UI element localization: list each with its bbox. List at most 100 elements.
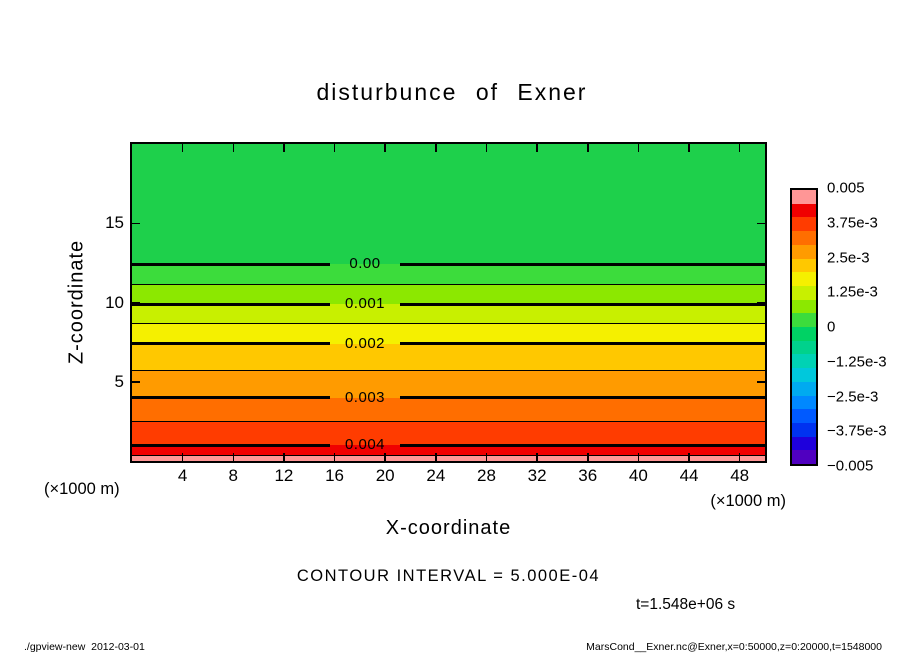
y-tick-mark [757,222,765,224]
contour-label: 0.003 [344,388,386,406]
y-tick-label: 5 [114,371,124,391]
x-tick-mark [384,144,386,152]
x-tick-label: 36 [578,466,598,485]
footer-program-date: ./gpview-new 2012-03-01 [24,641,145,653]
colorbar-segment [792,327,816,341]
y-axis-unit: (×1000 m) [44,480,120,498]
x-tick-label: 16 [325,466,344,485]
x-tick-mark [232,144,235,152]
x-tick-mark [688,453,690,461]
contour-line [132,262,330,266]
x-tick-mark [738,144,741,152]
contour-label: 0.001 [344,295,386,313]
contour-line [132,396,330,400]
contour-label: 0.004 [344,436,386,454]
y-tick-mark [132,222,140,224]
time-annotation: t=1.548e+06 s [636,596,736,613]
colorbar-label: −0.005 [827,457,874,475]
x-tick-mark [435,453,437,461]
fill-band [132,455,765,461]
fill-band [132,421,765,446]
x-tick-label: 48 [730,466,750,485]
contour-label: 0.00 [349,255,381,273]
x-tick-mark [384,453,386,461]
fill-band [132,144,765,265]
contour-line [132,323,765,325]
contour-line [132,420,765,422]
x-tick-mark [333,144,336,152]
x-tick-mark [536,453,538,461]
colorbar-label: 2.5e-3 [827,249,870,266]
x-axis-title: X-coordinate [385,517,512,539]
y-tick-mark [757,381,765,383]
x-tick-label: 40 [628,466,648,485]
contour-line [400,443,765,447]
x-tick-mark [485,144,488,152]
fill-band [132,370,765,399]
colorbar-segment [792,313,816,328]
colorbar-label: −3.75e-3 [827,422,887,440]
colorbar [790,188,818,466]
fill-band [132,264,765,285]
x-tick-label: 28 [477,466,496,485]
colorbar-segment [792,381,816,396]
contour-line [132,283,765,285]
x-tick-label: 24 [426,466,446,485]
fill-band [132,397,765,422]
x-tick-label: 4 [177,466,188,485]
colorbar-segment [792,340,816,355]
x-tick-mark [637,453,640,461]
footer-source-info: MarsCond__Exner.nc@Exner,x=0:50000,z=0:2… [586,641,882,653]
fill-band [132,304,765,325]
colorbar-segment [792,422,816,437]
fill-band [132,445,765,456]
x-tick-mark [637,144,640,152]
colorbar-segment [792,203,816,218]
colorbar-segment [792,244,816,259]
x-tick-label: 12 [274,466,294,485]
contour-line [132,443,330,447]
colorbar-segment [792,231,816,245]
contour-label: 0.002 [344,334,386,352]
colorbar-segment [792,395,816,410]
contour-line [400,396,765,400]
colorbar-segment [792,450,816,465]
fill-band [132,284,765,305]
y-tick-label: 10 [105,292,124,312]
x-tick-mark [333,453,336,461]
x-tick-mark [738,453,741,461]
colorbar-segment [792,354,816,369]
y-tick-label: 15 [105,213,124,233]
chart-title: disturbunce of Exner [316,79,588,105]
colorbar-segment [792,436,816,451]
x-axis-unit: (×1000 m) [710,492,786,510]
colorbar-segment [792,368,816,382]
y-tick-mark [132,301,140,304]
x-tick-mark [283,144,285,152]
x-tick-mark [536,144,538,152]
contour-line [132,302,330,306]
x-tick-mark [283,453,285,461]
x-tick-label: 44 [679,466,699,485]
colorbar-label: −2.5e-3 [827,388,879,405]
fill-band [132,343,765,372]
contour-interval-text: CONTOUR INTERVAL = 5.000E-04 [296,567,601,585]
contour-line [400,302,765,306]
colorbar-segment [792,285,816,300]
x-tick-label: 8 [228,466,238,485]
colorbar-label: 1.25e-3 [827,283,878,301]
colorbar-label: −1.25e-3 [827,353,887,371]
y-tick-mark [757,301,765,304]
contour-line [132,454,765,457]
x-tick-mark [181,453,184,461]
colorbar-segment [792,272,816,286]
x-tick-mark [435,144,437,152]
colorbar-label: 3.75e-3 [827,214,878,232]
colorbar-segment [792,409,816,423]
x-tick-label: 20 [375,466,395,485]
colorbar-segment [792,299,816,314]
fill-band [132,323,765,345]
colorbar-segment [792,217,816,232]
colorbar-segment [792,190,816,204]
